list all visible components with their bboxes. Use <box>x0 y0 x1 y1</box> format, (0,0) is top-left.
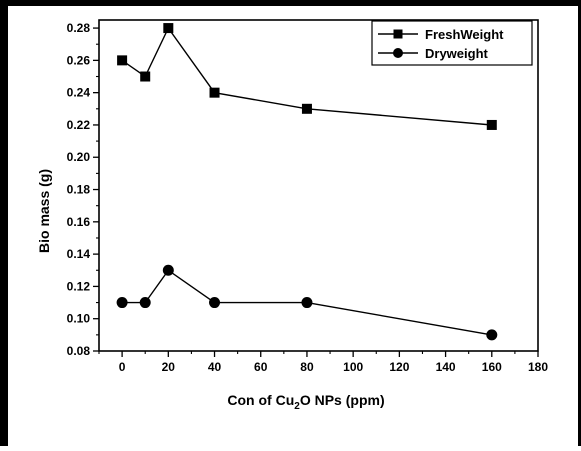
y-tick-label: 0.12 <box>67 279 91 293</box>
x-tick-label: 120 <box>389 360 409 374</box>
x-axis-title-prefix: Con of Cu <box>227 392 294 408</box>
x-tick-label: 20 <box>162 360 176 374</box>
y-tick-label: 0.28 <box>67 21 91 35</box>
data-point <box>162 264 174 276</box>
y-tick-label: 0.20 <box>67 150 91 164</box>
x-tick-label: 100 <box>343 360 363 374</box>
data-point <box>301 297 313 309</box>
data-point <box>209 297 221 309</box>
x-tick-label: 80 <box>300 360 314 374</box>
legend-label: Dryweight <box>425 46 489 61</box>
series-layer <box>116 23 498 341</box>
plot-area-border <box>98 19 539 352</box>
figure-right-border <box>578 0 581 446</box>
x-axis-title-suffix: O NPs (ppm) <box>300 392 385 408</box>
data-point <box>116 297 128 309</box>
x-axis-title: Con of Cu2O NPs (ppm) <box>227 392 384 412</box>
y-tick-label: 0.14 <box>67 247 91 261</box>
figure-left-border <box>0 0 8 446</box>
legend: FreshWeight Dryweight <box>371 20 533 66</box>
x-tick-label: 60 <box>254 360 268 374</box>
x-tick-label: 180 <box>528 360 548 374</box>
data-point <box>139 297 151 309</box>
y-tick-label: 0.18 <box>67 183 91 197</box>
figure-top-border <box>0 0 581 6</box>
x-tick-label: 160 <box>482 360 502 374</box>
legend-label: FreshWeight <box>425 27 504 42</box>
data-point <box>117 55 128 66</box>
legend-marker <box>393 48 403 58</box>
y-tick-label: 0.16 <box>67 215 91 229</box>
data-point <box>140 71 151 82</box>
data-point <box>163 23 174 34</box>
x-tick-label: 140 <box>436 360 456 374</box>
x-tick-label: 40 <box>208 360 222 374</box>
legend-marker <box>393 29 403 39</box>
series-dryweight <box>116 264 498 341</box>
y-tick-label: 0.26 <box>67 53 91 67</box>
data-point <box>209 87 220 98</box>
axes: 0.08 0.10 0.12 0.14 0.16 0.18 0.20 0.22 0.24 0.26… <box>67 19 548 374</box>
data-point <box>486 119 497 130</box>
x-axis-title-subscript: 2 <box>294 401 300 412</box>
series-freshweight <box>117 23 497 130</box>
y-tick-label: 0.24 <box>67 86 91 100</box>
data-point <box>301 103 312 114</box>
x-tick-label: 0 <box>119 360 126 374</box>
data-point <box>486 329 498 341</box>
y-axis-title: Bio mass (g) <box>36 169 52 253</box>
y-tick-label: 0.22 <box>67 118 91 132</box>
y-tick-label: 0.10 <box>67 312 91 326</box>
y-tick-label: 0.08 <box>67 344 91 358</box>
